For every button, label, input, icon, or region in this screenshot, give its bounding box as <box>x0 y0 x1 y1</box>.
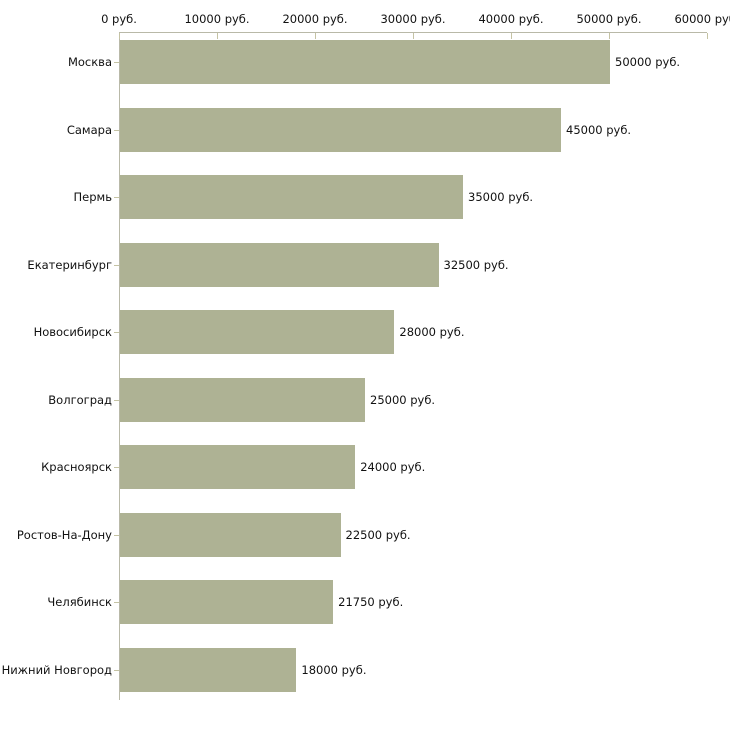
y-axis-category-label: Нижний Новгород <box>1 662 112 677</box>
x-axis-tick-label: 40000 руб. <box>478 12 544 26</box>
x-axis-line <box>119 32 707 33</box>
x-axis-tick <box>119 33 120 39</box>
bar-value-label: 45000 руб. <box>566 122 632 137</box>
bar <box>120 175 463 219</box>
bar-value-label: 35000 руб. <box>468 190 534 204</box>
y-axis-tick <box>114 62 119 63</box>
y-axis-tick <box>114 197 119 198</box>
y-axis-category-label: Волгоград <box>48 392 112 407</box>
x-axis-tick <box>511 33 512 39</box>
x-axis-tick-label: 60000 руб. <box>674 12 730 26</box>
y-axis-category-label: Пермь <box>73 190 112 204</box>
bar-value-label: 21750 руб. <box>338 595 404 609</box>
x-axis-tick-label: 10000 руб. <box>184 12 250 26</box>
bar <box>120 445 356 489</box>
bar-value-label: 18000 руб. <box>301 662 367 677</box>
bar <box>120 40 610 84</box>
x-axis-tick <box>413 33 414 39</box>
bar <box>120 310 395 354</box>
x-axis-tick-label: 0 руб. <box>101 12 137 26</box>
y-axis-tick <box>114 399 119 401</box>
y-axis-tick <box>114 669 119 671</box>
bar <box>120 512 341 557</box>
y-axis-category-label: Самара <box>66 122 112 137</box>
y-axis-category-label: Красноярск <box>41 460 112 474</box>
bar-value-label: 50000 руб. <box>615 55 681 69</box>
y-axis-tick <box>114 264 119 266</box>
bar-value-label: 28000 руб. <box>399 325 465 339</box>
x-axis-tick <box>315 33 316 39</box>
y-axis-tick <box>114 602 119 603</box>
x-axis-tick-label: 20000 руб. <box>282 12 348 26</box>
bar-value-label: 25000 руб. <box>370 392 436 407</box>
bar-value-label: 24000 руб. <box>360 460 426 474</box>
bar-value-label: 32500 руб. <box>443 257 509 272</box>
y-axis-category-label: Ростов-На-Дону <box>16 527 112 542</box>
bar <box>120 647 297 692</box>
x-axis-tick <box>609 33 610 39</box>
bar-value-label: 22500 руб. <box>345 527 411 542</box>
y-axis-tick <box>114 467 119 468</box>
bar <box>120 377 365 422</box>
x-axis-tick-label: 50000 руб. <box>576 12 642 26</box>
y-axis-category-label: Москва <box>67 55 112 69</box>
bar <box>120 242 439 287</box>
y-axis-tick <box>114 332 119 333</box>
bar <box>120 107 561 152</box>
x-axis-tick-label: 30000 руб. <box>380 12 446 26</box>
y-axis-line <box>119 32 120 700</box>
y-axis-category-label: Челябинск <box>47 595 112 609</box>
bar <box>120 580 334 624</box>
y-axis-tick <box>114 534 119 536</box>
y-axis-category-label: Новосибирск <box>33 325 112 339</box>
y-axis-category-label: Екатеринбург <box>27 257 112 272</box>
x-axis-tick <box>217 33 218 39</box>
x-axis-tick <box>707 33 708 39</box>
y-axis-tick <box>114 129 119 131</box>
